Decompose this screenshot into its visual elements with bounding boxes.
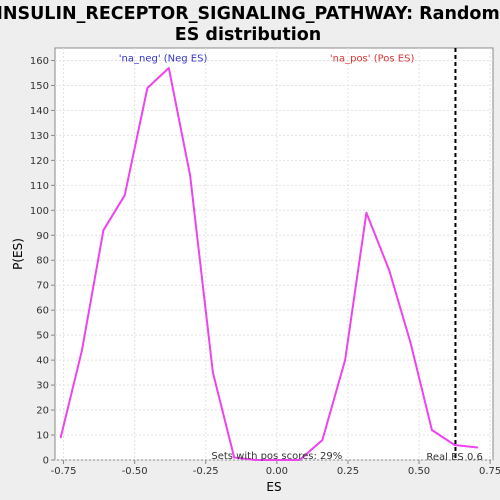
x-tick-label: 0.50 bbox=[408, 466, 430, 477]
x-axis-label: ES bbox=[266, 480, 281, 494]
es-data-point bbox=[430, 429, 433, 431]
annotations: 'na_neg' (Neg ES) 'na_pos' (Pos ES) Sets w… bbox=[119, 53, 483, 463]
es-data-point bbox=[344, 359, 347, 362]
y-tick-label: 60 bbox=[36, 306, 49, 317]
real-es-annotation: Real ES 0.6 bbox=[426, 452, 482, 463]
y-tick-label: 160 bbox=[30, 56, 49, 67]
es-distribution-line bbox=[59, 67, 478, 461]
y-tick-label: 40 bbox=[36, 356, 49, 367]
neg-es-annotation: 'na_neg' (Neg ES) bbox=[119, 53, 208, 64]
y-tick-label: 20 bbox=[36, 406, 49, 417]
es-data-point bbox=[146, 87, 149, 89]
series-layer bbox=[59, 67, 479, 461]
y-tick-label: 130 bbox=[30, 131, 49, 142]
es-data-point bbox=[453, 444, 456, 446]
y-tick-label: 70 bbox=[36, 281, 49, 292]
plot-area bbox=[54, 47, 494, 461]
x-tick-label: -0.25 bbox=[193, 466, 219, 477]
y-axis-label: P(ES) bbox=[11, 238, 25, 270]
chart-title-line-1: INSULIN_RECEPTOR_SIGNALING_PATHWAY: Rand… bbox=[0, 4, 500, 24]
es-data-point bbox=[298, 459, 301, 461]
x-tick-label: -0.50 bbox=[122, 466, 148, 477]
pos-es-annotation: 'na_pos' (Pos ES) bbox=[330, 53, 415, 64]
y-tick-label: 120 bbox=[30, 156, 49, 167]
es-data-point bbox=[409, 341, 412, 344]
es-data-point bbox=[321, 439, 324, 441]
axes: 0 10 20 30 40 50 60 70 80 90 100 110 120 130 140 150 160… bbox=[30, 56, 500, 477]
es-data-point bbox=[476, 446, 479, 449]
y-tick-label: 140 bbox=[30, 106, 49, 117]
es-data-point bbox=[167, 67, 170, 69]
es-data-point bbox=[123, 194, 126, 197]
grid bbox=[55, 48, 493, 461]
y-tick-label: 10 bbox=[36, 431, 49, 442]
y-tick-label: 50 bbox=[36, 331, 49, 342]
y-tick-label: 0 bbox=[43, 456, 49, 467]
chart-title-line-2: ES distribution bbox=[175, 25, 321, 45]
y-tick-label: 80 bbox=[36, 256, 49, 267]
es-data-point bbox=[365, 211, 368, 214]
es-data-point bbox=[211, 371, 214, 374]
es-data-point bbox=[102, 229, 105, 232]
es-data-point bbox=[388, 269, 391, 272]
y-tick-label: 150 bbox=[30, 81, 49, 92]
es-data-point bbox=[233, 456, 236, 459]
x-tick-label: -0.75 bbox=[51, 466, 77, 477]
es-data-point bbox=[189, 174, 191, 177]
x-tick-label: 0.00 bbox=[266, 466, 288, 477]
x-tick-label: 0.25 bbox=[337, 466, 359, 477]
es-data-point bbox=[59, 436, 62, 439]
es-data-point bbox=[81, 349, 83, 352]
y-tick-label: 100 bbox=[30, 206, 49, 217]
y-tick-label: 30 bbox=[36, 381, 49, 392]
x-tick-label: 0.75 bbox=[479, 466, 500, 477]
pos-score-annotation: Sets with pos scores: 29% bbox=[211, 451, 342, 462]
y-tick-label: 90 bbox=[36, 231, 49, 242]
es-data-point bbox=[254, 459, 257, 461]
y-tick-label: 110 bbox=[30, 181, 49, 192]
